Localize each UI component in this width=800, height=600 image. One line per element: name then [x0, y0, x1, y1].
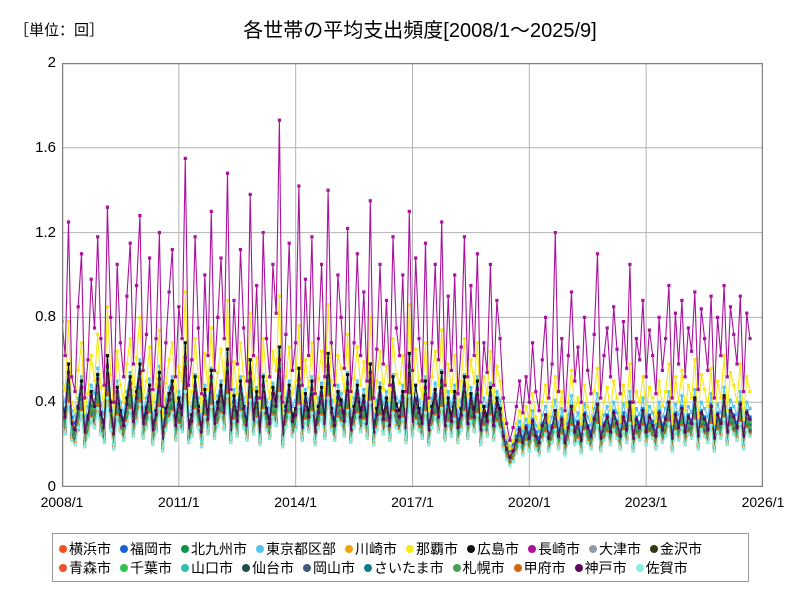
- legend-marker-icon: [256, 544, 264, 553]
- legend-item-仙台市[interactable]: 仙台市: [242, 561, 294, 575]
- legend-marker-icon: [120, 544, 128, 553]
- legend-label: 千葉市: [130, 559, 172, 576]
- legend-item-佐賀市[interactable]: 佐賀市: [635, 559, 688, 576]
- x-tick-label: 2014/1: [274, 494, 318, 510]
- x-tick-label: 2020/1: [507, 494, 551, 510]
- legend-marker-icon: [513, 563, 522, 572]
- legend-item-横浜市[interactable]: 横浜市: [59, 542, 111, 556]
- legend-item-札幌市[interactable]: 札幌市: [452, 559, 505, 576]
- series-lines: [62, 118, 752, 468]
- legend-item-北九州市[interactable]: 北九州市: [181, 542, 247, 556]
- series-3: [62, 345, 752, 449]
- legend-label: さいたま市: [374, 559, 444, 576]
- legend-row: 青森市 千葉市 山口市 仙台市 岡山市 さいたま市 札幌市 甲府市 神戸市 佐賀市: [59, 558, 744, 577]
- legend-label: 川崎市: [355, 540, 397, 557]
- legend-label: 岡山市: [313, 559, 355, 576]
- legend: 横浜市 福岡市 北九州市 東京都区部 川崎市 那覇市 広島市 長崎市 大津市 金沢市青森市 千葉市 山…: [52, 533, 749, 582]
- x-tick-label: 2011/1: [157, 494, 200, 510]
- y-axis: 0 0.4 0.8 1.2 1.6 2: [0, 54, 56, 495]
- legend-item-青森市[interactable]: 青森市: [59, 561, 111, 575]
- y-tick-label: 0.8: [35, 308, 56, 326]
- legend-marker-icon: [364, 563, 372, 572]
- legend-item-甲府市[interactable]: 甲府市: [513, 559, 566, 576]
- legend-label: 札幌市: [462, 559, 505, 576]
- y-tick-label: 1.6: [35, 138, 56, 156]
- page-title: 各世帯の平均支出頻度[2008/1〜2025/9]: [243, 20, 597, 42]
- legend-marker-icon: [303, 563, 311, 572]
- legend-item-千葉市[interactable]: 千葉市: [120, 561, 172, 575]
- legend-marker-icon: [59, 544, 67, 553]
- legend-marker-icon: [406, 544, 414, 553]
- legend-item-川崎市[interactable]: 川崎市: [345, 542, 397, 556]
- legend-marker-icon: [574, 563, 583, 572]
- legend-marker-icon: [650, 544, 658, 553]
- y-tick-label: 2: [47, 54, 56, 71]
- legend-label: 北九州市: [191, 540, 247, 557]
- legend-item-金沢市[interactable]: 金沢市: [650, 542, 702, 556]
- legend-item-さいたま市[interactable]: さいたま市: [364, 561, 444, 575]
- legend-label: 山口市: [191, 559, 233, 576]
- legend-label: 大津市: [599, 540, 641, 557]
- legend-item-広島市[interactable]: 広島市: [467, 542, 519, 556]
- legend-label: 横浜市: [69, 540, 111, 557]
- legend-marker-icon: [528, 544, 536, 553]
- legend-item-東京都区部[interactable]: 東京都区部: [256, 542, 336, 556]
- legend-item-岡山市[interactable]: 岡山市: [303, 561, 355, 575]
- legend-marker-icon: [181, 563, 189, 572]
- legend-item-長崎市[interactable]: 長崎市: [528, 542, 580, 556]
- unit-label: ［単位：回］: [14, 22, 105, 39]
- series-canvas: [62, 63, 763, 487]
- x-axis: 2008/1 2011/1 2014/1 2017/1 2020/1 2023/1 2026…: [0, 494, 800, 516]
- legend-marker-icon: [635, 563, 644, 572]
- legend-label: 広島市: [477, 540, 519, 557]
- legend-label: 神戸市: [584, 559, 627, 576]
- legend-marker-icon: [589, 544, 597, 553]
- legend-row: 横浜市 福岡市 北九州市 東京都区部 川崎市 那覇市 広島市 長崎市 大津市 金沢市: [59, 539, 744, 558]
- legend-marker-icon: [181, 544, 189, 553]
- y-tick-label: 0.4: [35, 393, 56, 411]
- legend-marker-icon: [345, 544, 353, 553]
- y-tick-label: 1.2: [35, 223, 56, 241]
- series-18: [62, 356, 752, 459]
- legend-item-神戸市[interactable]: 神戸市: [574, 559, 627, 576]
- legend-label: 長崎市: [538, 540, 580, 557]
- legend-label: 東京都区部: [266, 540, 336, 557]
- legend-marker-icon: [452, 563, 461, 572]
- legend-marker-icon: [467, 544, 475, 553]
- legend-item-大津市[interactable]: 大津市: [589, 542, 641, 556]
- legend-item-那覇市[interactable]: 那覇市: [406, 542, 458, 556]
- legend-marker-icon: [120, 563, 128, 572]
- legend-label: 金沢市: [660, 540, 702, 557]
- legend-label: 仙台市: [252, 559, 294, 576]
- legend-marker-icon: [59, 563, 67, 572]
- series-7: [62, 118, 752, 442]
- legend-label: 福岡市: [130, 540, 172, 557]
- plot-frame: [62, 63, 763, 487]
- legend-label: 甲府市: [523, 559, 566, 576]
- legend-label: 青森市: [69, 559, 111, 576]
- x-tick-label: 2023/1: [624, 494, 668, 510]
- legend-marker-icon: [242, 563, 250, 572]
- x-tick-label: 2026/1: [741, 494, 785, 510]
- series-5: [62, 290, 752, 451]
- legend-label: 佐賀市: [645, 559, 688, 576]
- x-tick-label: 2008/1: [40, 494, 84, 510]
- plot-area: [62, 63, 763, 487]
- y-tick-label: 0: [47, 478, 56, 495]
- series-19: [62, 390, 752, 468]
- legend-item-山口市[interactable]: 山口市: [181, 561, 233, 575]
- x-tick-label: 2017/1: [391, 494, 434, 510]
- legend-item-福岡市[interactable]: 福岡市: [120, 542, 172, 556]
- legend-label: 那覇市: [416, 540, 458, 557]
